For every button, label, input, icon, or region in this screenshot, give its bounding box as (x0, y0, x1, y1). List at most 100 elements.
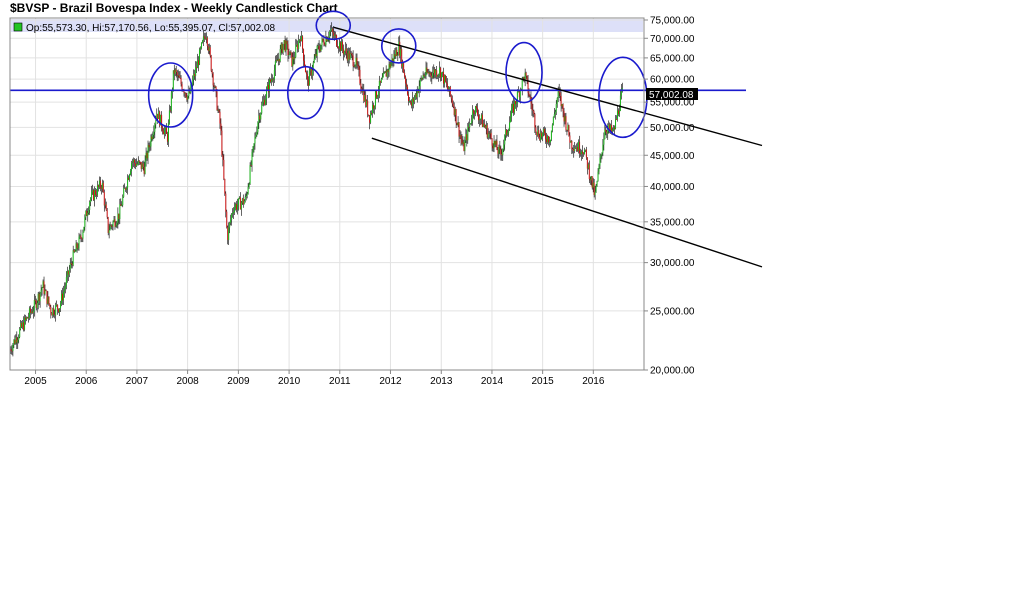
candle-body (175, 69, 177, 73)
candle-body (376, 95, 378, 98)
candle-body (487, 133, 489, 138)
candle-body (525, 72, 527, 76)
candle-body (497, 149, 499, 154)
candle-body (96, 185, 98, 196)
candle-body (61, 293, 63, 301)
candle-body (257, 122, 259, 133)
candle-body (322, 38, 324, 41)
candle-body (211, 70, 213, 74)
candle-body (166, 133, 168, 142)
candle-body (403, 63, 405, 73)
candle-body (531, 103, 533, 110)
candle-body (434, 69, 436, 75)
candle-body (85, 211, 87, 218)
y-tick-label: 40,000.00 (650, 182, 695, 193)
candle-body (134, 163, 136, 167)
candle-body (115, 225, 117, 227)
candle-body (618, 110, 620, 114)
candle-body (601, 152, 603, 156)
candle-body (360, 83, 362, 89)
candle-body (67, 270, 69, 275)
candle-body (597, 171, 599, 181)
candle-body (442, 71, 444, 84)
candle-body (238, 197, 240, 199)
candle-body (223, 159, 225, 179)
y-tick-label: 30,000.00 (650, 258, 695, 269)
candle-body (201, 40, 203, 43)
candle-body (53, 308, 55, 315)
candle-body (219, 111, 221, 124)
candle-body (475, 106, 477, 115)
candle-body (130, 162, 132, 172)
candle-body (467, 126, 469, 141)
candle-body (483, 123, 485, 126)
candle-body (117, 213, 119, 223)
candle-body (565, 116, 567, 130)
candle-body (94, 190, 96, 201)
candle-body (590, 176, 592, 181)
candle-body (198, 60, 200, 65)
candle-body (252, 146, 254, 153)
candle-body (240, 202, 242, 210)
annotation-circle (505, 41, 543, 104)
candle-body (612, 129, 614, 132)
candle-body (607, 128, 609, 134)
candle-body (542, 132, 544, 137)
candle-body (479, 119, 481, 120)
y-axis: 75,000.00 70,000.00 65,000.00 60,000.00 55,0… (644, 16, 695, 377)
candle-body (286, 40, 288, 45)
candle-body (210, 55, 212, 71)
candle-body (345, 48, 347, 54)
candle-body (380, 78, 382, 83)
candle-body (502, 149, 504, 156)
candle-body (421, 78, 423, 80)
candle-body (89, 201, 91, 210)
candle-body (245, 195, 247, 197)
candle-body (561, 104, 563, 107)
candle-body (328, 37, 330, 39)
candle-body (112, 221, 114, 227)
candle-body (464, 140, 466, 151)
candle-body (595, 185, 597, 192)
candle-body (302, 36, 304, 49)
candle-body (92, 190, 94, 193)
candle-body (179, 77, 181, 79)
candle-body (226, 211, 228, 228)
candle-body (42, 281, 44, 288)
candle-body (489, 132, 491, 134)
candle-body (180, 78, 182, 85)
candle-body (570, 140, 572, 143)
candle-body (43, 281, 45, 295)
candle-body (236, 205, 238, 210)
candle-body (507, 132, 509, 135)
candle-body (382, 72, 384, 78)
candle-body (132, 159, 134, 163)
candle-body (144, 160, 146, 174)
candle-body (569, 135, 571, 143)
candle-body (408, 94, 410, 102)
candle-body (200, 42, 202, 49)
candle-body (490, 132, 492, 139)
candle-body (620, 89, 622, 96)
candle-body (588, 164, 590, 180)
candle-body (18, 337, 20, 340)
candle-body (97, 185, 99, 187)
candle-body (169, 110, 171, 112)
y-tick-label: 55,000.00 (650, 98, 695, 109)
candle-body (408, 101, 410, 102)
annotation-circle (315, 10, 352, 41)
candle-body (414, 93, 416, 98)
candle-body (31, 311, 33, 313)
candle-body (293, 57, 295, 60)
candle-body (524, 72, 526, 81)
candle-body (55, 305, 57, 316)
candle-body (404, 72, 406, 78)
candle-body (344, 48, 346, 52)
candle-body (559, 92, 561, 96)
candle-body (619, 95, 621, 111)
candle-body (108, 230, 110, 233)
candle-body (285, 40, 287, 52)
candle-body (547, 136, 549, 143)
candle-body (341, 41, 343, 50)
